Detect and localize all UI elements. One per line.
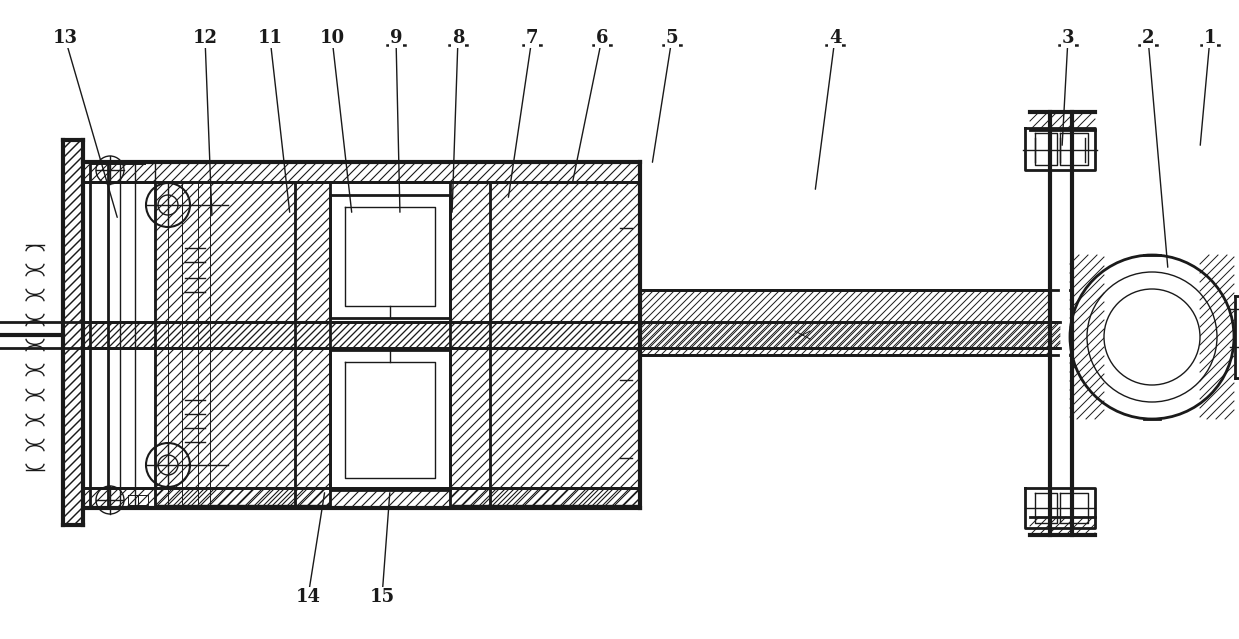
Text: 2: 2 (1142, 29, 1155, 47)
Circle shape (1104, 289, 1201, 385)
Text: 10: 10 (320, 29, 344, 47)
Polygon shape (83, 182, 641, 488)
Text: 9: 9 (390, 29, 403, 47)
Text: 8: 8 (452, 29, 465, 47)
Polygon shape (85, 322, 1061, 348)
Text: 12: 12 (192, 29, 218, 47)
Text: 7: 7 (525, 29, 538, 47)
Text: 6: 6 (596, 29, 608, 47)
Text: 3: 3 (1062, 29, 1074, 47)
Text: 14: 14 (295, 588, 321, 606)
Text: 5: 5 (665, 29, 678, 47)
Text: 4: 4 (829, 29, 841, 47)
Text: 13: 13 (52, 29, 78, 47)
Text: 15: 15 (369, 588, 394, 606)
Text: 1: 1 (1204, 29, 1217, 47)
Text: 11: 11 (258, 29, 282, 47)
